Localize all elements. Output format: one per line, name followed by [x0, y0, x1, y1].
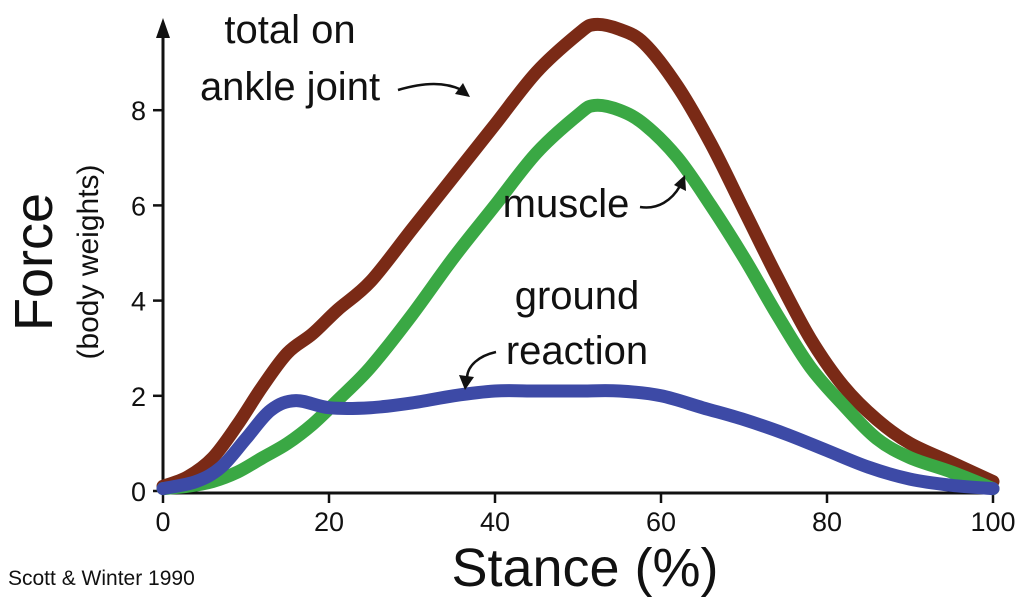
y-tick-label: 8	[131, 96, 146, 126]
y-tick-label: 4	[131, 287, 146, 317]
x-tick-label: 0	[155, 507, 170, 537]
series-layer	[156, 17, 1000, 496]
annotation-muscle: muscle	[503, 182, 630, 226]
y-tick-label: 2	[131, 382, 146, 412]
source-credit: Scott & Winter 1990	[8, 567, 195, 590]
annotation-muscle-arrowhead-icon	[674, 175, 686, 191]
annotation-ground-line1: ground	[515, 274, 640, 318]
y-tick-label: 0	[131, 477, 146, 507]
series-line-muscle	[156, 98, 1000, 496]
y-axis-sublabel: (body weights)	[72, 164, 105, 359]
annotation-total-arrow	[397, 82, 463, 92]
annotation-total-line2: ankle joint	[200, 65, 380, 109]
annotation-total-line1: total on	[224, 8, 355, 52]
annotation-ground-line2: reaction	[506, 329, 648, 373]
y-tick-label: 6	[131, 191, 146, 221]
series-line-ground-reaction	[156, 384, 1000, 496]
x-axis-label: Stance (%)	[451, 538, 718, 598]
annotation-ground-arrow	[465, 350, 497, 378]
x-tick-label: 40	[480, 507, 510, 537]
y-axis-label: Force	[4, 193, 64, 331]
annotation-muscle-arrow	[639, 185, 682, 209]
ticks-layer: 0 20 40 60 80 100 0 2 4 6 8	[131, 96, 1016, 537]
x-tick-label: 80	[812, 507, 842, 537]
y-axis-arrow-icon	[156, 18, 170, 38]
x-tick-label: 100	[970, 507, 1015, 537]
annotation-ground-arrowhead-icon	[459, 375, 474, 390]
x-tick-label: 60	[646, 507, 676, 537]
x-tick-label: 20	[314, 507, 344, 537]
annotation-total-arrowhead-icon	[455, 83, 470, 97]
series-line-total-ankle-joint	[156, 17, 1000, 493]
